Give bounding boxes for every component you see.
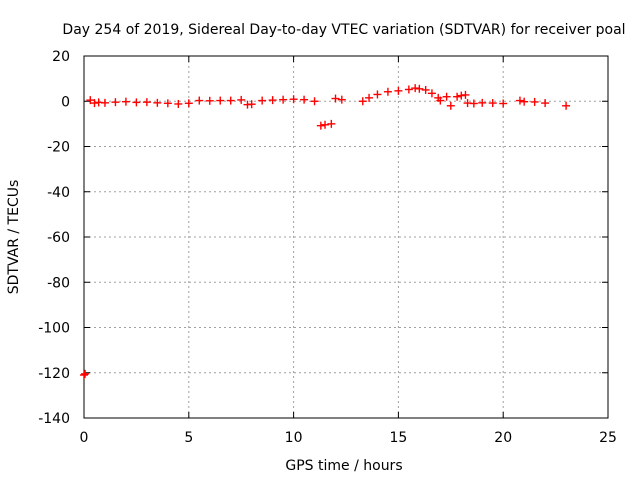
y-tick-label: -20 (47, 140, 70, 156)
data-point (446, 101, 455, 110)
axis-ticks (83, 55, 609, 419)
data-point (499, 99, 508, 108)
data-point (394, 86, 403, 95)
data-point (541, 99, 550, 108)
data-point (184, 99, 193, 108)
x-tick-label: 10 (285, 430, 303, 446)
data-point (247, 100, 256, 109)
y-axis-label: SDTVAR / TECUs (6, 180, 22, 295)
data-point (226, 96, 235, 105)
data-point (316, 121, 325, 130)
data-point (174, 99, 183, 108)
data-point (530, 97, 539, 106)
data-point (300, 95, 309, 104)
data-point (80, 371, 88, 380)
data-point (421, 85, 430, 94)
data-point (195, 96, 204, 105)
data-point (461, 90, 470, 99)
data-point (453, 92, 462, 101)
chart-title: Day 254 of 2019, Sidereal Day-to-day VTE… (62, 22, 625, 38)
data-point (436, 96, 445, 105)
data-point (142, 98, 151, 107)
data-point (478, 98, 487, 107)
data-point (515, 96, 524, 105)
data-point (337, 95, 346, 104)
data-point (469, 99, 478, 108)
y-tick-label: 0 (61, 94, 70, 110)
x-tick-label: 15 (389, 430, 407, 446)
x-tick-label: 25 (599, 430, 617, 446)
data-point (365, 93, 374, 102)
data-point (383, 87, 392, 96)
data-point (442, 92, 451, 101)
x-axis-label: GPS time / hours (285, 458, 402, 474)
data-point (488, 99, 497, 108)
data-point (562, 101, 571, 110)
data-point (373, 90, 382, 99)
data-point (216, 96, 225, 105)
data-point (86, 96, 95, 105)
data-point (321, 120, 330, 129)
data-point (121, 97, 130, 106)
x-tick-label: 20 (494, 430, 512, 446)
y-tick-label: -60 (47, 230, 70, 246)
data-point (268, 96, 277, 105)
data-point (258, 96, 267, 105)
y-tick-label: 20 (52, 49, 70, 65)
data-point (289, 95, 298, 104)
data-point (331, 94, 340, 103)
data-point (310, 97, 319, 106)
y-tick-label: -100 (38, 321, 70, 337)
data-point (427, 89, 436, 98)
data-point (415, 84, 424, 93)
y-tick-label: -140 (38, 411, 70, 427)
data-point (111, 98, 120, 107)
data-point (132, 98, 141, 107)
data-point (205, 96, 214, 105)
data-point (358, 97, 367, 106)
data-point (279, 95, 288, 104)
data-point (163, 99, 172, 108)
data-point (237, 95, 246, 104)
x-tick-label: 5 (184, 430, 193, 446)
data-point (100, 98, 109, 107)
y-tick-label: -120 (38, 366, 70, 382)
y-tick-label: -80 (47, 275, 70, 291)
tick-labels: 0 5 10 15 20 25 20 0 -20 -40 -60 -80 -100 -120 -140 (38, 49, 617, 446)
data-point (520, 97, 529, 106)
data-point (404, 85, 413, 94)
data-point (81, 369, 90, 378)
x-tick-label: 0 (80, 430, 89, 446)
y-tick-label: -40 (47, 185, 70, 201)
data-point (153, 98, 162, 107)
data-points (80, 84, 571, 380)
data-point (327, 119, 336, 128)
